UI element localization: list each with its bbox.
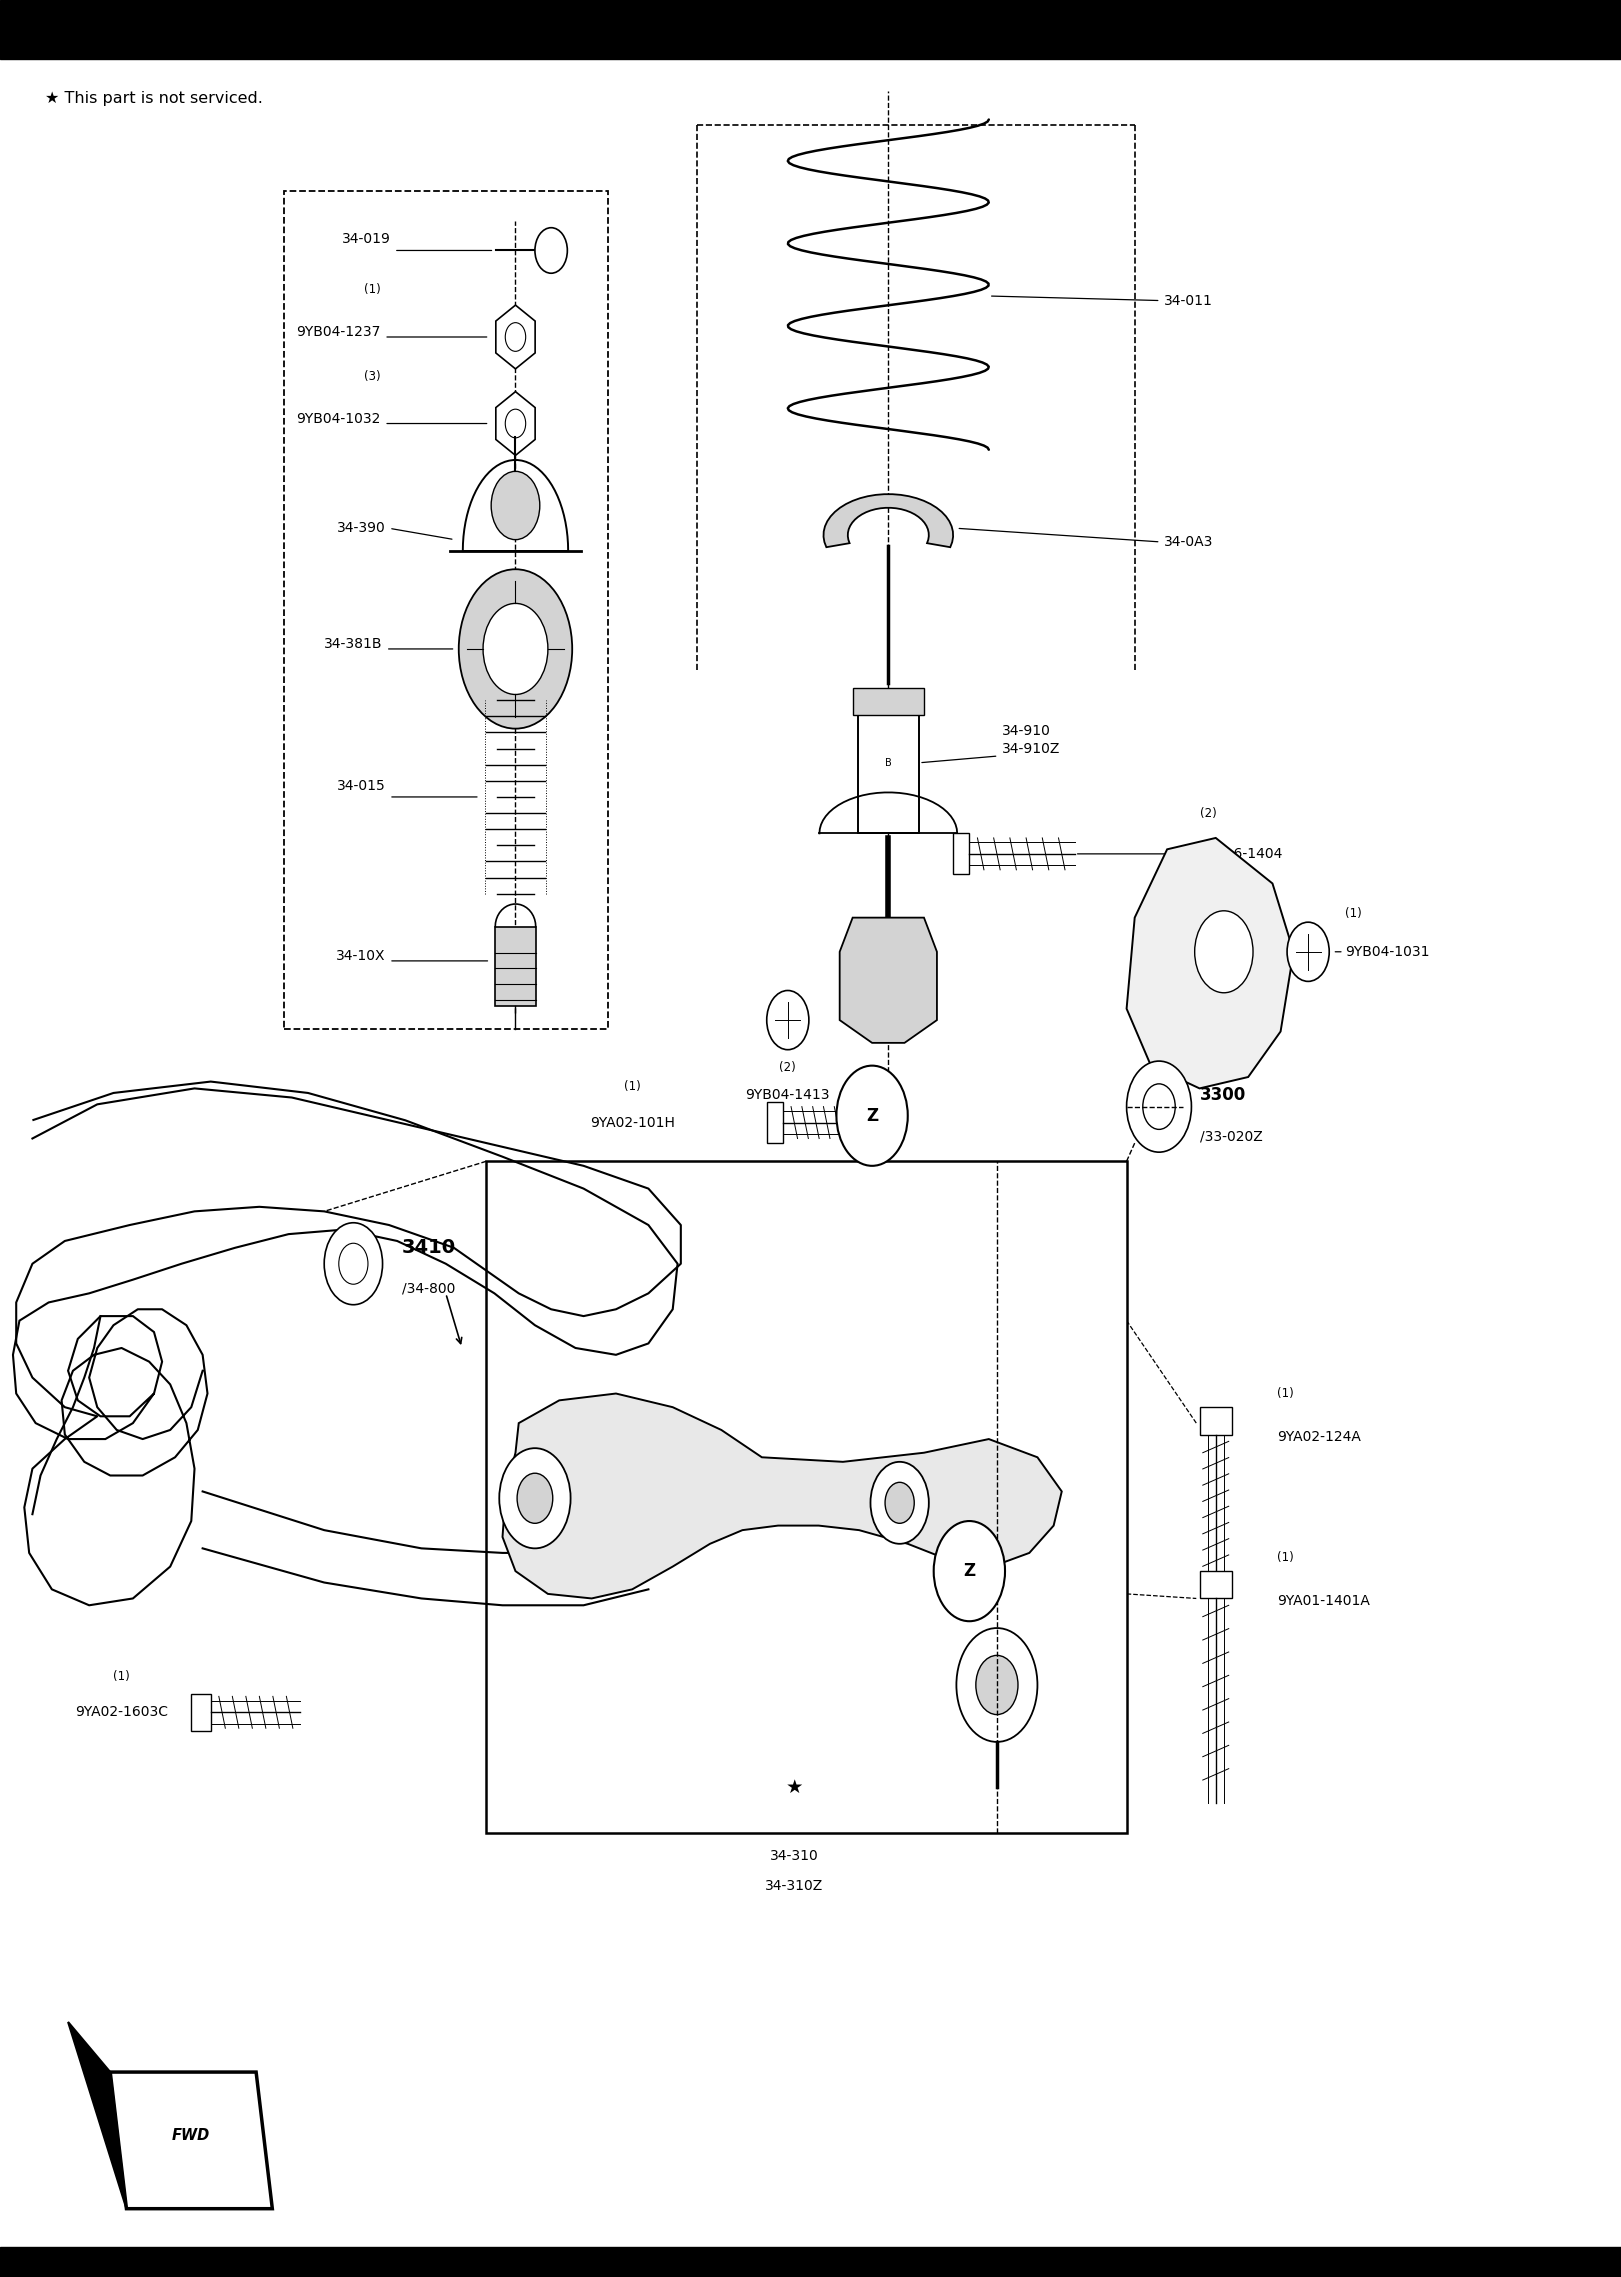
Bar (0, 0, 1621, 59)
Bar (853, 688, 924, 715)
Circle shape (885, 1482, 914, 1523)
Text: 34-310: 34-310 (770, 1849, 819, 1863)
Text: (2): (2) (780, 1061, 796, 1075)
Bar (858, 692, 919, 833)
Text: /33-020Z: /33-020Z (1200, 1129, 1263, 1143)
Polygon shape (496, 392, 535, 455)
Bar (0, 2247, 1621, 2277)
Polygon shape (68, 2022, 126, 2209)
Circle shape (956, 1628, 1037, 1742)
Text: (3): (3) (365, 369, 381, 383)
Circle shape (483, 603, 548, 694)
Polygon shape (110, 2072, 272, 2209)
Circle shape (1195, 911, 1253, 993)
Bar (486, 1161, 1127, 1833)
Text: 3300: 3300 (1200, 1086, 1247, 1104)
Text: 9YA16-1404: 9YA16-1404 (1200, 847, 1282, 861)
Circle shape (836, 1066, 908, 1166)
Circle shape (324, 1223, 383, 1305)
Text: 34-910
34-910Z: 34-910 34-910Z (1002, 724, 1060, 756)
Polygon shape (823, 494, 953, 546)
Circle shape (499, 1448, 571, 1548)
Text: (1): (1) (1345, 906, 1362, 920)
Text: ★ This part is not serviced.: ★ This part is not serviced. (45, 91, 263, 107)
Text: 9YB04-1237: 9YB04-1237 (297, 326, 381, 339)
Text: (1): (1) (1277, 1387, 1294, 1400)
Polygon shape (496, 305, 535, 369)
Text: 9YA01-1401A: 9YA01-1401A (1277, 1594, 1370, 1608)
Text: 9YA02-1603C: 9YA02-1603C (75, 1705, 169, 1719)
Circle shape (976, 1655, 1018, 1715)
Text: 34-390: 34-390 (337, 521, 386, 535)
Polygon shape (840, 918, 937, 1043)
Text: 34-470: 34-470 (571, 1628, 619, 1642)
Bar (191, 1694, 211, 1731)
Circle shape (767, 990, 809, 1050)
Circle shape (870, 1462, 929, 1544)
Circle shape (517, 1473, 553, 1523)
Circle shape (535, 228, 567, 273)
Bar (1200, 1407, 1232, 1435)
Polygon shape (503, 1394, 1062, 1598)
Bar (284, 191, 608, 1029)
Text: 9YB04-1031: 9YB04-1031 (1345, 945, 1430, 959)
Text: 34-011: 34-011 (1164, 294, 1213, 307)
Bar (1200, 1571, 1232, 1598)
Text: (2): (2) (1200, 806, 1216, 820)
Circle shape (934, 1521, 1005, 1621)
Bar (767, 1102, 783, 1143)
Text: B: B (885, 758, 892, 767)
Text: (1): (1) (624, 1079, 640, 1093)
Text: 9YB04-1413: 9YB04-1413 (746, 1088, 830, 1102)
Text: 3410: 3410 (402, 1239, 456, 1257)
Text: Z: Z (963, 1562, 976, 1580)
Text: FWD: FWD (172, 2129, 211, 2143)
Text: 9YA02-101H: 9YA02-101H (590, 1116, 674, 1129)
Circle shape (1287, 922, 1329, 981)
Text: (1): (1) (1277, 1551, 1294, 1564)
Bar (953, 833, 969, 874)
Text: (1): (1) (113, 1669, 130, 1683)
Text: Z: Z (866, 1107, 879, 1125)
Polygon shape (1127, 838, 1294, 1088)
Circle shape (1127, 1061, 1191, 1152)
Text: 34-019: 34-019 (342, 232, 391, 246)
Text: 34-10X: 34-10X (336, 950, 386, 963)
Text: 9YB04-1032: 9YB04-1032 (297, 412, 381, 426)
Text: ★: ★ (786, 1778, 802, 1797)
Text: 34-015: 34-015 (337, 779, 386, 792)
Text: (1): (1) (365, 282, 381, 296)
Text: 34-310Z: 34-310Z (765, 1879, 823, 1892)
Text: 34-0A3: 34-0A3 (1164, 535, 1213, 549)
Text: 34-381B: 34-381B (324, 638, 383, 651)
Circle shape (459, 569, 572, 729)
Text: /34-800: /34-800 (402, 1282, 456, 1296)
Text: 9YA02-124A: 9YA02-124A (1277, 1430, 1362, 1444)
Polygon shape (494, 927, 535, 1006)
Circle shape (491, 471, 540, 540)
